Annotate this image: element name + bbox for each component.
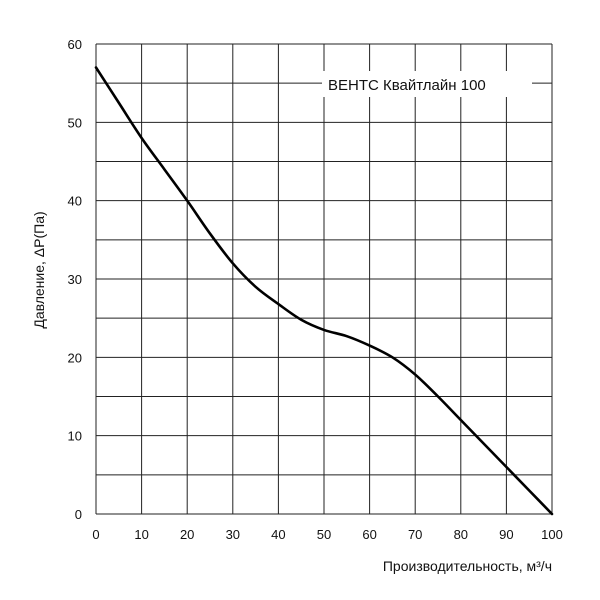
x-tick-label: 50 bbox=[317, 527, 331, 542]
x-tick-label: 70 bbox=[408, 527, 422, 542]
legend-label: ВЕНТС Квайтлайн 100 bbox=[328, 77, 486, 94]
x-tick-label: 20 bbox=[180, 527, 194, 542]
x-axis-label: Производительность, м³/ч bbox=[383, 558, 552, 574]
x-tick-labels: 0 10 20 30 40 50 60 70 80 90 100 bbox=[92, 527, 562, 542]
y-tick-label: 10 bbox=[68, 429, 82, 444]
x-tick-label: 0 bbox=[92, 527, 99, 542]
y-tick-label: 40 bbox=[68, 194, 82, 209]
y-axis-label: Давление, ΔP(Па) bbox=[31, 211, 47, 328]
x-tick-label: 80 bbox=[454, 527, 468, 542]
x-tick-label: 60 bbox=[362, 527, 376, 542]
y-tick-label: 20 bbox=[68, 350, 82, 365]
x-tick-label: 100 bbox=[541, 527, 563, 542]
y-tick-label: 60 bbox=[68, 37, 82, 52]
legend-box bbox=[322, 71, 532, 97]
x-tick-label: 10 bbox=[134, 527, 148, 542]
x-tick-label: 90 bbox=[499, 527, 513, 542]
y-tick-labels: 0 10 20 30 40 50 60 bbox=[68, 37, 82, 522]
x-tick-label: 40 bbox=[271, 527, 285, 542]
series-line bbox=[94, 66, 554, 516]
y-tick-label: 0 bbox=[75, 507, 82, 522]
y-tick-label: 50 bbox=[68, 115, 82, 130]
y-tick-label: 30 bbox=[68, 272, 82, 287]
x-tick-label: 30 bbox=[226, 527, 240, 542]
